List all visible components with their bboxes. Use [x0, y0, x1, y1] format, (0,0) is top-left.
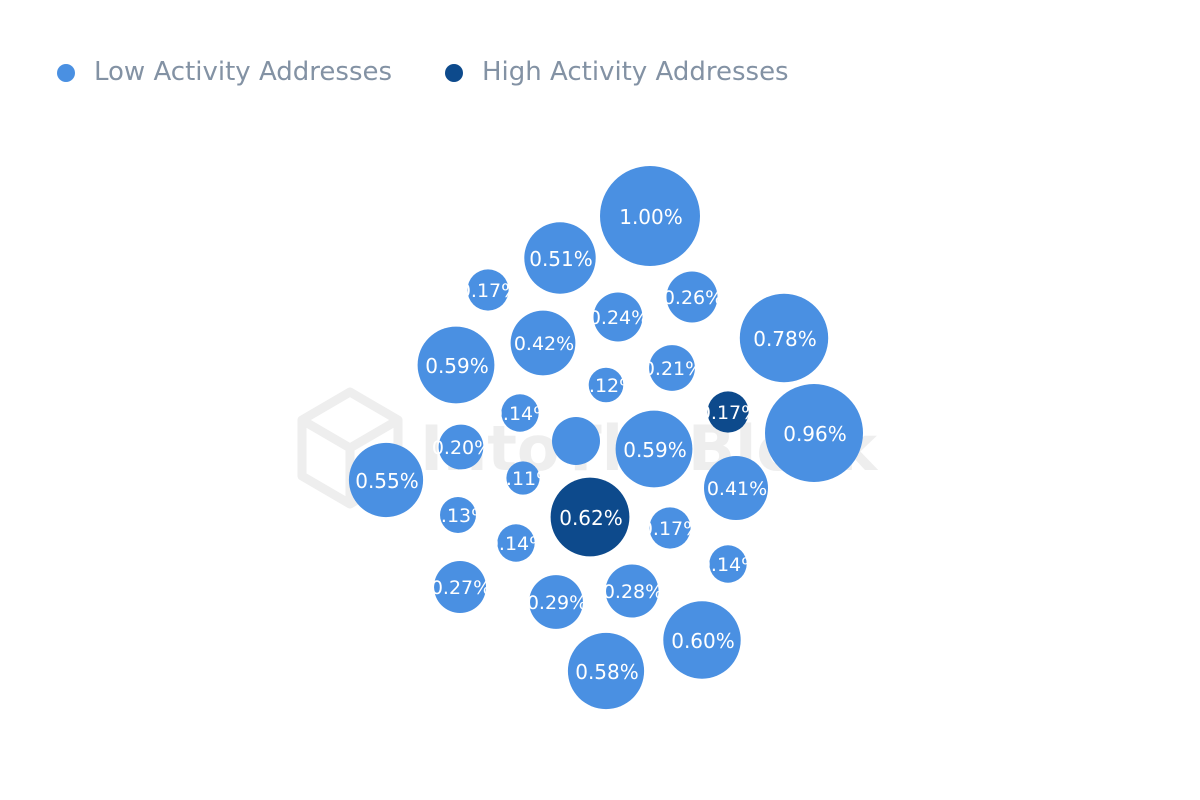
- legend-label-high-activity: High Activity Addresses: [482, 57, 789, 87]
- bubble-circle[interactable]: [704, 456, 768, 520]
- bubble-label: 0.26%: [663, 287, 723, 309]
- bubble-label: 0.59%: [425, 354, 489, 378]
- bubble-circle[interactable]: [605, 564, 659, 618]
- legend-item-low-activity[interactable]: Low Activity Addresses: [57, 57, 392, 87]
- bubble-label: 0.28%: [603, 581, 663, 603]
- bubbles-group: 1.00% 0.51% 0.17% 0.26% 0.24% 0.78% 0.42% 0.59%…: [348, 166, 863, 710]
- bubble-circle[interactable]: [649, 345, 695, 391]
- bubble-low-activity-addresses-17[interactable]: 0.11%: [494, 461, 554, 495]
- bubble-circle[interactable]: [497, 524, 535, 562]
- bubble-low-activity-addresses-4[interactable]: 0.24%: [589, 292, 649, 342]
- bubble-label: 0.14%: [487, 533, 547, 555]
- bubble-circle[interactable]: [709, 545, 747, 583]
- bubble-label: 0.11%: [494, 468, 554, 490]
- bubble-circle[interactable]: [510, 310, 576, 376]
- bubble-circle[interactable]: [615, 410, 693, 488]
- bubble-circle[interactable]: [649, 507, 691, 549]
- bubble-low-activity-addresses-13[interactable]: 0.20%: [432, 424, 492, 470]
- legend-label-low-activity: Low Activity Addresses: [94, 57, 392, 87]
- bubble-low-activity-addresses-5[interactable]: 0.78%: [739, 293, 829, 383]
- bubble-label: 0.96%: [783, 422, 847, 446]
- bubble-circle[interactable]: [524, 222, 596, 294]
- bubble-low-activity-addresses-15[interactable]: 0.59%: [615, 410, 693, 488]
- bubble-label: 0.24%: [589, 307, 649, 329]
- bubble-circle[interactable]: [739, 293, 829, 383]
- bubble-low-activity-addresses-3[interactable]: 0.26%: [663, 271, 723, 323]
- bubble-low-activity-addresses-22[interactable]: 0.14%: [487, 524, 547, 562]
- bubble-low-activity-addresses-9[interactable]: 0.12%: [577, 367, 637, 403]
- bubble-circle[interactable]: [765, 384, 863, 482]
- bubble-low-activity-addresses-24[interactable]: 0.27%: [431, 561, 491, 613]
- bubble-circle[interactable]: [567, 632, 645, 710]
- bubble-label: 0.60%: [671, 629, 735, 653]
- bubble-low-activity-addresses-25[interactable]: 0.29%: [527, 575, 587, 629]
- bubble-low-activity-addresses-8[interactable]: 0.21%: [643, 345, 703, 391]
- bubble-low-activity-addresses-6[interactable]: 0.42%: [510, 310, 576, 376]
- bubble-circle[interactable]: [663, 601, 741, 679]
- legend-marker-low-activity: [57, 64, 75, 82]
- bubble-low-activity-addresses-23[interactable]: 0.14%: [699, 545, 759, 583]
- legend-item-high-activity[interactable]: High Activity Addresses: [445, 57, 789, 87]
- bubble-label: 0.17%: [699, 402, 759, 424]
- bubble-label: 0.59%: [623, 438, 687, 462]
- bubble-label: 0.17%: [641, 518, 701, 540]
- bubble-label: 0.58%: [575, 660, 639, 684]
- bubble-low-activity-addresses-11[interactable]: 0.14%: [491, 394, 551, 432]
- bubble-label: 0.42%: [514, 333, 574, 355]
- bubble-circle[interactable]: [506, 461, 540, 495]
- bubble-low-activity-addresses-26[interactable]: 0.28%: [603, 564, 663, 618]
- legend: Low Activity Addresses High Activity Add…: [57, 57, 789, 87]
- bubble-circle[interactable]: [707, 391, 749, 433]
- bubble-label: 0.78%: [753, 327, 817, 351]
- bubble-circle[interactable]: [434, 561, 486, 613]
- bubble-circle[interactable]: [600, 166, 700, 266]
- bubble-low-activity-addresses-27[interactable]: 0.60%: [663, 601, 741, 679]
- bubble-high-activity-addresses-20[interactable]: 0.62%: [550, 477, 630, 557]
- bubble-circle[interactable]: [440, 497, 476, 533]
- bubble-low-activity-addresses-16[interactable]: 0.55%: [348, 442, 424, 518]
- bubble-circle[interactable]: [550, 477, 630, 557]
- bubble-label: 0.55%: [355, 469, 419, 493]
- bubble-label: 0.29%: [527, 592, 587, 614]
- bubble-label: 0.62%: [559, 506, 623, 530]
- bubble-circle[interactable]: [438, 424, 484, 470]
- bubble-low-activity-addresses-2[interactable]: 0.17%: [459, 269, 519, 311]
- bubble-circle[interactable]: [501, 394, 539, 432]
- bubble-circle[interactable]: [529, 575, 583, 629]
- bubble-low-activity-addresses-28[interactable]: 0.58%: [567, 632, 645, 710]
- bubble-label: 0.12%: [577, 375, 637, 397]
- bubble-label: 0.14%: [491, 403, 551, 425]
- bubble-circle[interactable]: [348, 442, 424, 518]
- bubble-circle[interactable]: [467, 269, 509, 311]
- bubble-low-activity-addresses-21[interactable]: 0.17%: [641, 507, 701, 549]
- bubble-circle[interactable]: [593, 292, 643, 342]
- bubble-low-activity-addresses-18[interactable]: 0.41%: [704, 456, 768, 520]
- bubble-circle[interactable]: [666, 271, 718, 323]
- bubble-label: 0.51%: [529, 247, 593, 271]
- bubble-circle[interactable]: [552, 417, 600, 465]
- bubble-circle[interactable]: [417, 326, 495, 404]
- bubble-label: 0.17%: [459, 280, 519, 302]
- bubble-low-activity-addresses-19[interactable]: 0.13%: [429, 497, 489, 533]
- bubble-label: 0.13%: [429, 505, 489, 527]
- bubble-label: 0.20%: [432, 437, 492, 459]
- bubble-low-activity-addresses-14[interactable]: [552, 417, 600, 465]
- bubble-low-activity-addresses-0[interactable]: 1.00%: [600, 166, 700, 266]
- bubble-label: 1.00%: [619, 205, 683, 229]
- bubble-label: 0.14%: [699, 554, 759, 576]
- bubble-label: 0.41%: [707, 478, 767, 500]
- bubble-label: 0.27%: [431, 577, 491, 599]
- bubble-low-activity-addresses-7[interactable]: 0.59%: [417, 326, 495, 404]
- legend-marker-high-activity: [445, 64, 463, 82]
- bubble-high-activity-addresses-10[interactable]: 0.17%: [699, 391, 759, 433]
- bubble-circle[interactable]: [588, 367, 624, 403]
- bubble-low-activity-addresses-1[interactable]: 0.51%: [524, 222, 596, 294]
- bubble-low-activity-addresses-12[interactable]: 0.96%: [765, 384, 863, 482]
- bubble-label: 0.21%: [643, 358, 703, 380]
